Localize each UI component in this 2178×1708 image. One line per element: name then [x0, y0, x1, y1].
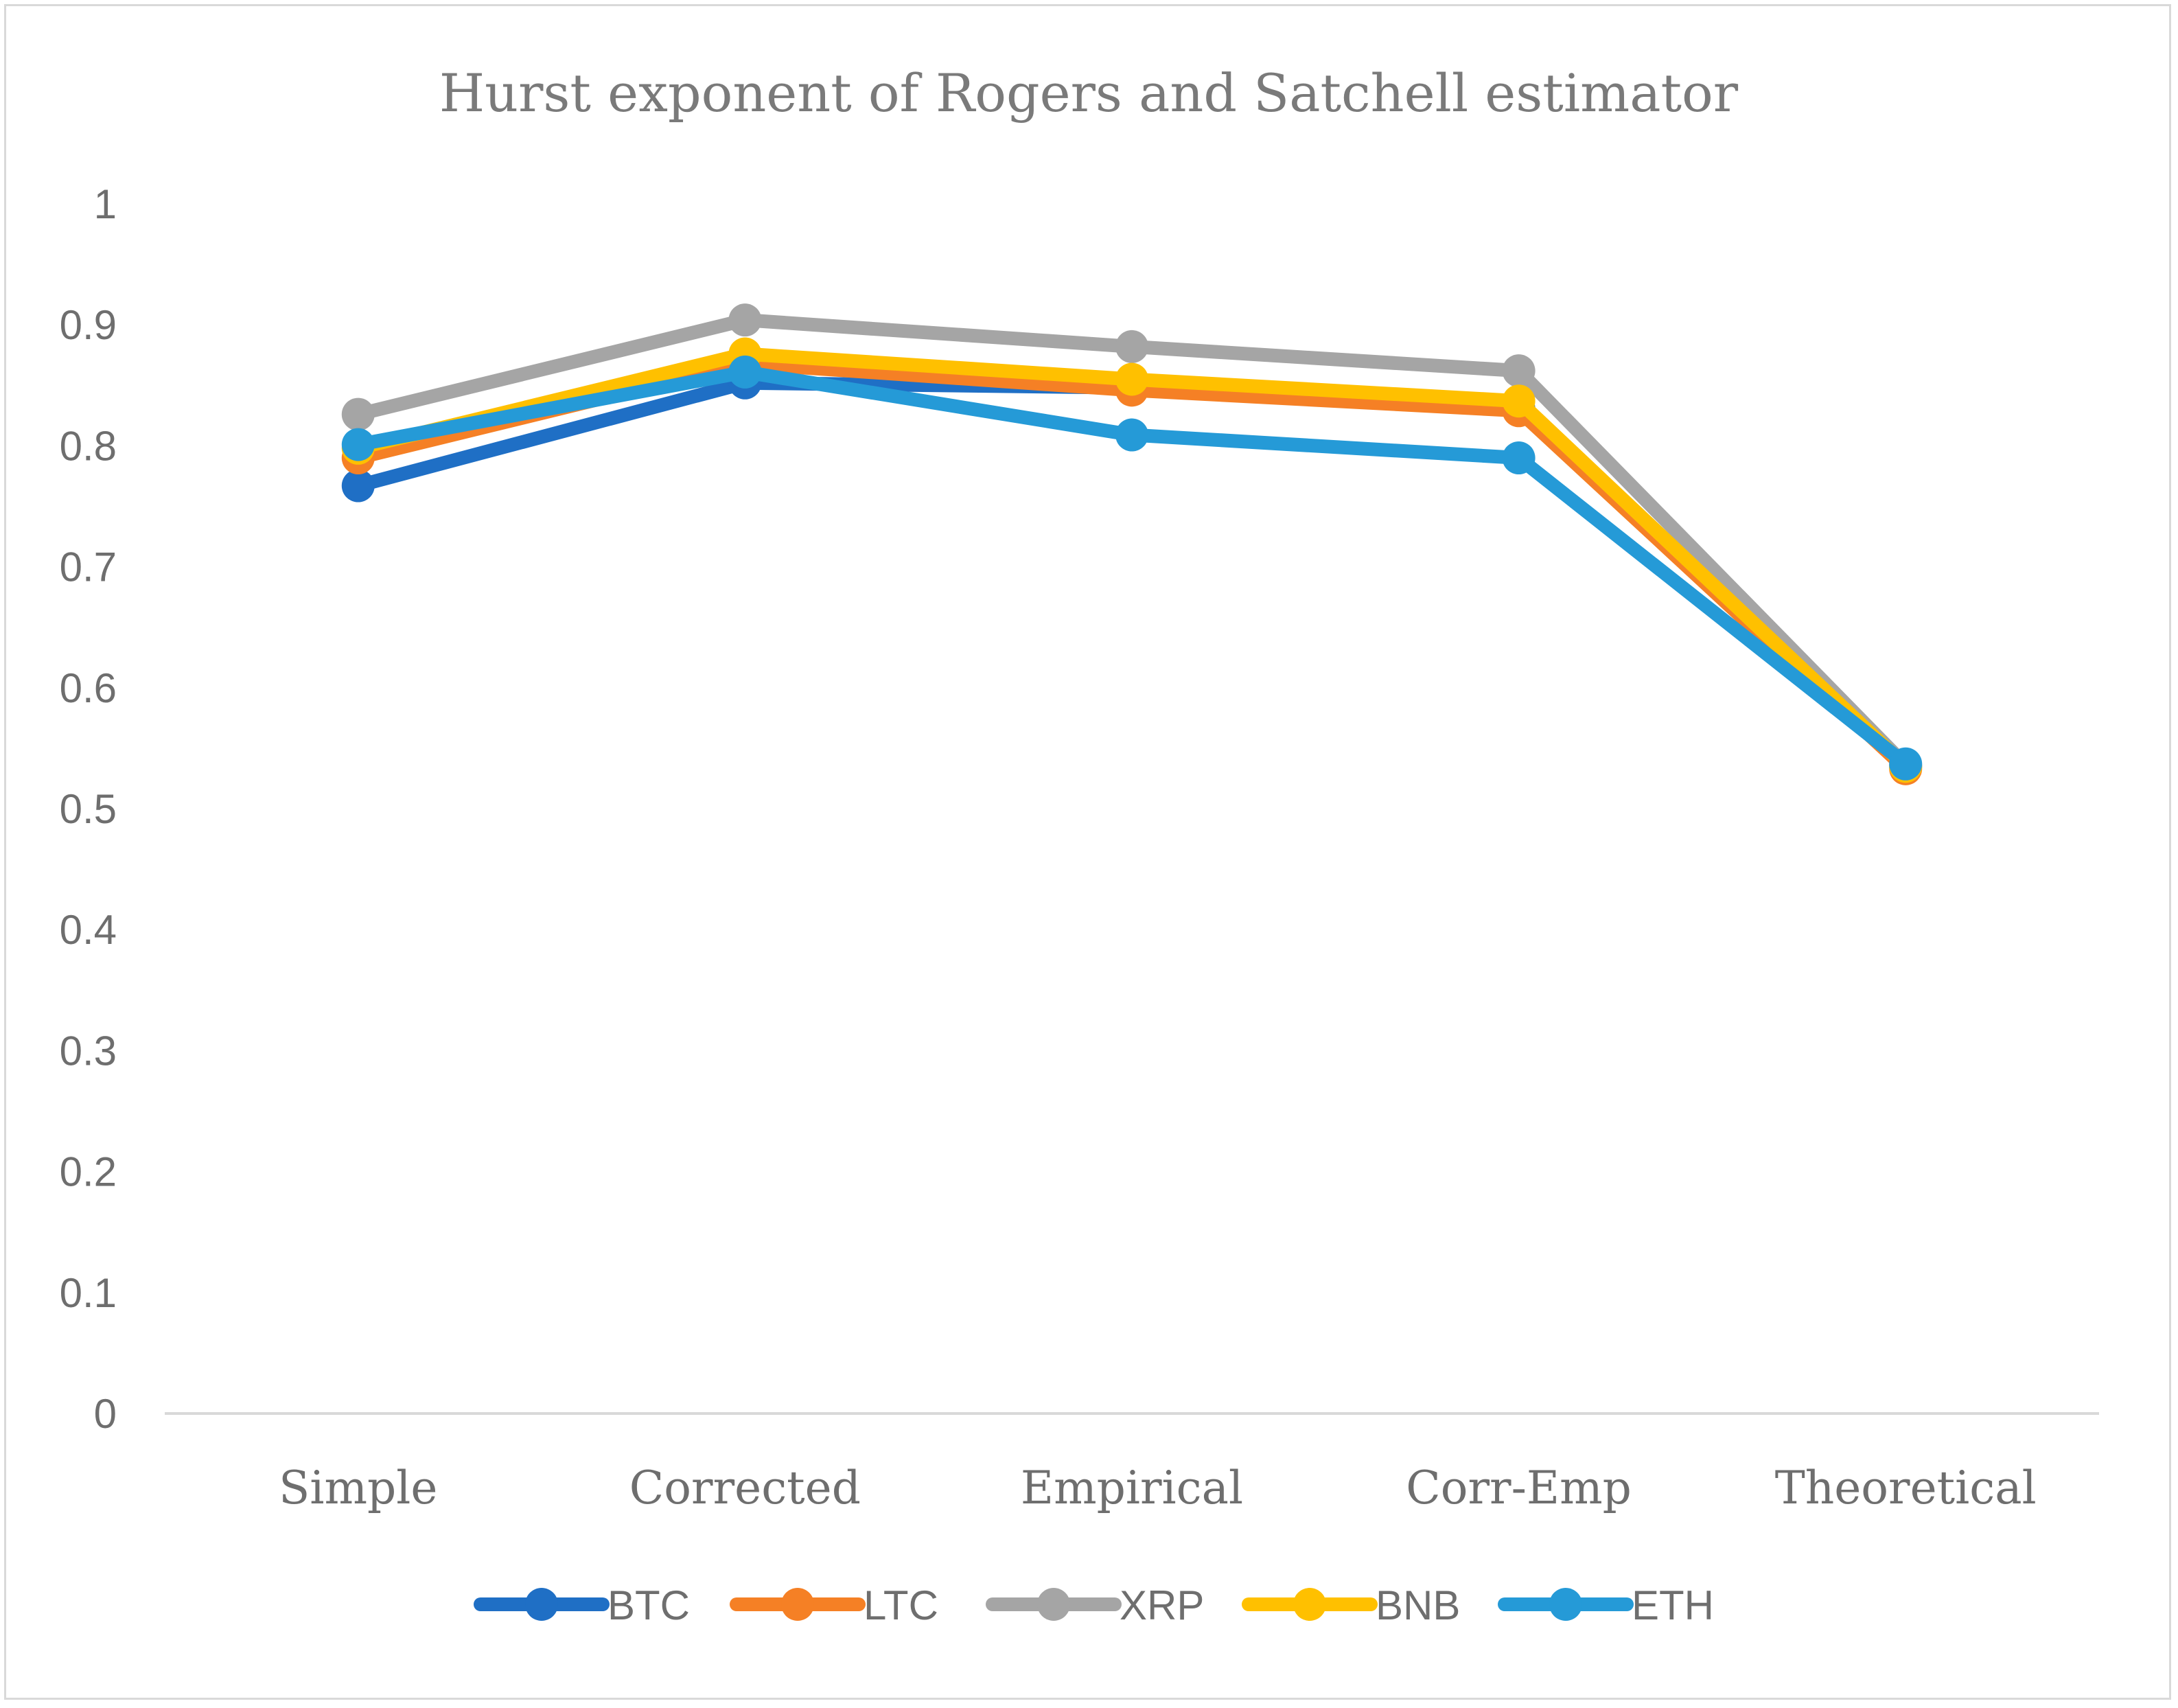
x-tick-label: Corr-Emp — [1406, 1462, 1632, 1514]
legend-item-xrp: XRP — [986, 1582, 1204, 1628]
legend-item-bnb: BNB — [1242, 1582, 1460, 1628]
x-tick-label: Theoretical — [1775, 1462, 2037, 1514]
x-axis-labels: Simple Corrected Empirical Corr-Emp Theoreti… — [279, 1462, 2037, 1514]
legend-label-btc: BTC — [607, 1582, 690, 1628]
legend-item-eth: ETH — [1498, 1582, 1714, 1628]
chart-title: Hurst exponent of Rogers and Satchell es… — [439, 62, 1739, 124]
legend-item-ltc: LTC — [730, 1582, 938, 1628]
legend-label-ltc: LTC — [864, 1582, 938, 1628]
y-tick-label: 0.3 — [60, 1028, 117, 1074]
data-point-xrp — [1502, 354, 1536, 388]
legend-item-btc: BTC — [474, 1582, 690, 1628]
data-point-eth — [728, 355, 762, 389]
y-tick-label: 0.5 — [60, 786, 117, 832]
y-tick-label: 0.4 — [60, 907, 117, 953]
x-tick-label: Corrected — [629, 1462, 861, 1514]
data-point-xrp — [728, 303, 762, 337]
series-eth — [341, 355, 1923, 781]
legend-marker-eth — [1549, 1588, 1582, 1621]
y-axis-labels: 0 0.1 0.2 0.3 0.4 0.5 0.6 0.7 0.8 0.9 1 — [60, 181, 117, 1437]
y-tick-label: 0.8 — [60, 423, 117, 469]
data-point-eth — [1889, 747, 1923, 781]
data-point-xrp — [341, 397, 375, 431]
legend-label-eth: ETH — [1632, 1582, 1714, 1628]
data-point-btc — [341, 469, 375, 503]
x-tick-label: Empirical — [1021, 1462, 1243, 1514]
legend-label-xrp: XRP — [1120, 1582, 1204, 1628]
legend-label-bnb: BNB — [1376, 1582, 1460, 1628]
y-tick-label: 1 — [94, 181, 117, 227]
data-point-bnb — [1502, 384, 1536, 418]
legend-marker-btc — [525, 1588, 558, 1621]
legend-marker-xrp — [1037, 1588, 1070, 1621]
y-tick-label: 0 — [94, 1391, 117, 1437]
legend: BTC LTC XRP BNB ETH — [474, 1582, 1714, 1628]
legend-marker-bnb — [1293, 1588, 1326, 1621]
y-tick-label: 0.6 — [60, 665, 117, 711]
y-tick-label: 0.9 — [60, 302, 117, 348]
data-point-eth — [341, 428, 375, 461]
x-tick-label: Simple — [279, 1462, 437, 1514]
data-point-eth — [1502, 441, 1536, 475]
y-tick-label: 0.2 — [60, 1149, 117, 1195]
y-tick-label: 0.1 — [60, 1270, 117, 1316]
y-tick-label: 0.7 — [60, 544, 117, 590]
series-layer — [341, 303, 1923, 785]
legend-marker-ltc — [781, 1588, 814, 1621]
chart-frame — [4, 4, 2171, 1700]
data-point-eth — [1115, 418, 1148, 452]
data-point-bnb — [1115, 362, 1148, 396]
data-point-xrp — [1115, 330, 1148, 363]
